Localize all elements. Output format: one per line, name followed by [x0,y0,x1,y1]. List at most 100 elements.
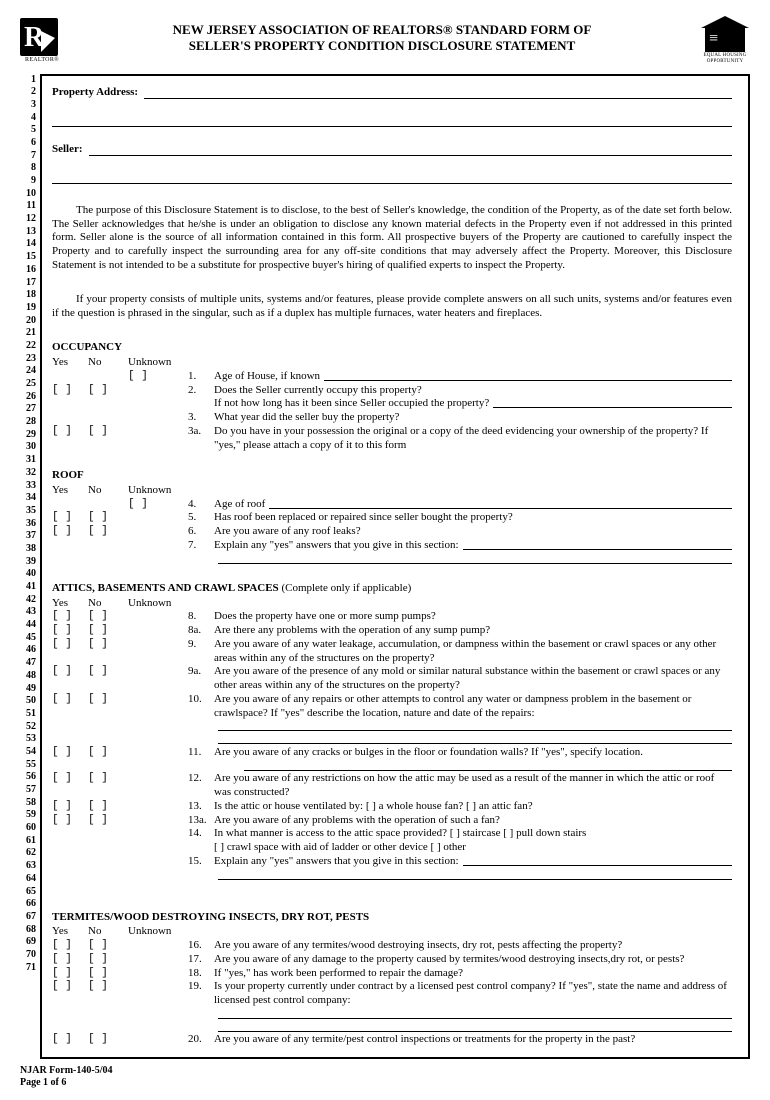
line-number: 36 [20,518,36,531]
q19-input[interactable] [218,1008,732,1019]
line-number: 22 [20,340,36,353]
termites-ynu-header: Yes No Unknown [52,925,732,939]
line-number: 48 [20,670,36,683]
q3a-yes-checkbox[interactable]: [ ] [52,425,88,439]
q17-yes-checkbox[interactable]: [ ] [52,953,88,967]
q8-yes-checkbox[interactable]: [ ] [52,610,88,624]
q11-input[interactable] [244,760,732,771]
line-number: 42 [20,594,36,607]
q17-text: Are you aware of any damage to the prope… [214,953,684,967]
eho-label: EQUAL HOUSING OPPORTUNITY [700,53,750,66]
line-number: 46 [20,644,36,657]
q10-yes-checkbox[interactable]: [ ] [52,693,88,707]
line-number: 70 [20,949,36,962]
seller-input[interactable] [89,144,732,156]
line-number: 31 [20,454,36,467]
q5-no-checkbox[interactable]: [ ] [88,511,128,525]
q10-no-checkbox[interactable]: [ ] [88,693,128,707]
q4-unknown-checkbox[interactable]: [ ] [128,498,188,512]
line-number: 15 [20,251,36,264]
q1-unknown-checkbox[interactable]: [ ] [128,370,188,384]
q8-no-checkbox[interactable]: [ ] [88,610,128,624]
line-number: 11 [20,200,36,213]
q11-no-checkbox[interactable]: [ ] [88,746,128,760]
q18-text: If "yes," has work been performed to rep… [214,967,463,981]
q10-text: Are you aware of any repairs or other at… [214,693,732,721]
q2b-input[interactable] [493,397,732,408]
line-number: 54 [20,746,36,759]
q20-yes-checkbox[interactable]: [ ] [52,1033,88,1047]
content-column: Property Address: Seller: The purpose of… [40,74,750,1059]
q9-yes-checkbox[interactable]: [ ] [52,638,88,652]
q19-yes-checkbox[interactable]: [ ] [52,980,88,994]
q20-no-checkbox[interactable]: [ ] [88,1033,128,1047]
line-number: 5 [20,124,36,137]
line-number: 34 [20,492,36,505]
q17-no-checkbox[interactable]: [ ] [88,953,128,967]
occupancy-questions: [ ] 1.Age of House, if known [ ] [ ] 2.D… [52,370,732,453]
q3a-no-checkbox[interactable]: [ ] [88,425,128,439]
section-termites-title: TERMITES/WOOD DESTROYING INSECTS, DRY RO… [52,911,732,925]
q2-no-checkbox[interactable]: [ ] [88,384,128,398]
line-number: 44 [20,619,36,632]
q19-no-checkbox[interactable]: [ ] [88,980,128,994]
q13a-no-checkbox[interactable]: [ ] [88,814,128,828]
q15-input[interactable] [463,855,732,866]
q11-yes-checkbox[interactable]: [ ] [52,746,88,760]
q6-no-checkbox[interactable]: [ ] [88,525,128,539]
q18-yes-checkbox[interactable]: [ ] [52,967,88,981]
q9-no-checkbox[interactable]: [ ] [88,638,128,652]
q8a-text: Are there any problems with the operatio… [214,624,490,638]
q13a-yes-checkbox[interactable]: [ ] [52,814,88,828]
q14-text: In what manner is access to the attic sp… [214,827,586,841]
q8-text: Does the property have one or more sump … [214,610,436,624]
line-number: 13 [20,226,36,239]
q4-text: Age of roof [214,498,265,512]
q1-input[interactable] [324,370,732,381]
line-number: 62 [20,847,36,860]
line-number: 61 [20,835,36,848]
roof-ynu-header: Yes No Unknown [52,484,732,498]
q9a-no-checkbox[interactable]: [ ] [88,665,128,679]
line-number: 45 [20,632,36,645]
q9a-yes-checkbox[interactable]: [ ] [52,665,88,679]
property-address-input[interactable] [144,87,732,99]
line-number: 32 [20,467,36,480]
line-number: 9 [20,175,36,188]
q13-no-checkbox[interactable]: [ ] [88,800,128,814]
attics-questions: [ ][ ]8.Does the property have one or mo… [52,610,732,881]
q2-text: Does the Seller currently occupy this pr… [214,384,422,398]
seller-line2[interactable] [52,172,732,184]
q5-yes-checkbox[interactable]: [ ] [52,511,88,525]
q8a-yes-checkbox[interactable]: [ ] [52,624,88,638]
section-occupancy-title: OCCUPANCY [52,341,732,355]
q7-input[interactable] [463,539,732,550]
line-number: 47 [20,657,36,670]
q14b-text: [ ] crawl space with aid of ladder or ot… [214,841,466,855]
q16-no-checkbox[interactable]: [ ] [88,939,128,953]
q18-no-checkbox[interactable]: [ ] [88,967,128,981]
q7-input-2[interactable] [218,553,732,564]
q12-yes-checkbox[interactable]: [ ] [52,772,88,786]
q2b-text: If not how long has it been since Seller… [214,397,489,411]
q2-yes-checkbox[interactable]: [ ] [52,384,88,398]
q10-input[interactable] [218,720,732,731]
q4-input[interactable] [269,498,732,509]
q8a-no-checkbox[interactable]: [ ] [88,624,128,638]
q15-input-2[interactable] [218,869,732,880]
q11-text: Are you aware of any cracks or bulges in… [214,746,643,760]
q12-no-checkbox[interactable]: [ ] [88,772,128,786]
q7-text: Explain any "yes" answers that you give … [214,539,459,553]
q13-yes-checkbox[interactable]: [ ] [52,800,88,814]
line-number: 16 [20,264,36,277]
line-number: 64 [20,873,36,886]
q20-text: Are you aware of any termite/pest contro… [214,1033,635,1047]
line-number: 71 [20,962,36,975]
q10-input-2[interactable] [218,733,732,744]
property-address-line2[interactable] [52,115,732,127]
roof-questions: [ ] 4.Age of roof [ ] [ ] 5.Has roof bee… [52,498,732,566]
q6-yes-checkbox[interactable]: [ ] [52,525,88,539]
q16-yes-checkbox[interactable]: [ ] [52,939,88,953]
section-roof-title: ROOF [52,469,732,483]
q19-input-2[interactable] [218,1021,732,1032]
